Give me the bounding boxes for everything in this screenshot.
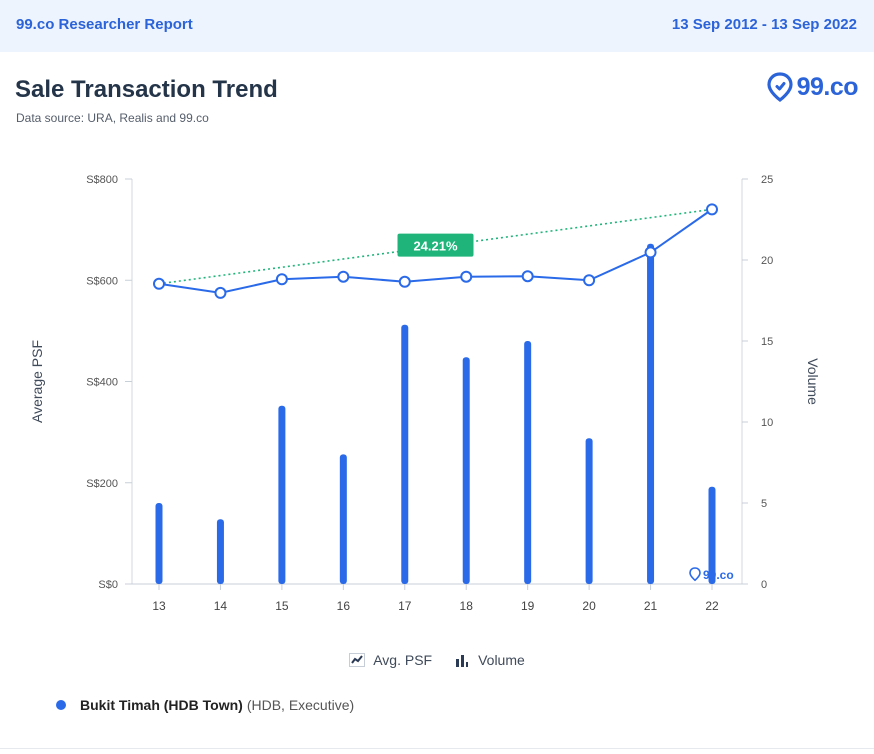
x-tick-label: 13 (152, 599, 166, 613)
legend-item-avg-psf[interactable]: Avg. PSF (349, 652, 432, 668)
location-pin-icon (766, 72, 793, 102)
y-axis-title-right: Volume (805, 358, 821, 405)
y-tick-label-right: 15 (761, 336, 773, 348)
avg-psf-point (398, 275, 411, 288)
volume-bar (585, 438, 593, 584)
x-tick-label: 19 (521, 599, 535, 613)
y-tick-label-left: S$200 (86, 478, 118, 490)
volume-bar (339, 454, 347, 584)
x-tick-label: 16 (337, 599, 351, 613)
volume-bar (155, 503, 163, 584)
header-bar: 99.co Researcher Report 13 Sep 2012 - 13… (0, 0, 874, 52)
avg-psf-point (214, 286, 227, 299)
legend-label-avg-psf: Avg. PSF (373, 652, 433, 668)
location-dot-icon (56, 700, 66, 710)
avg-psf-point (706, 203, 718, 216)
x-tick-label: 18 (460, 599, 474, 613)
avg-psf-point (460, 270, 473, 283)
avg-psf-point (153, 277, 165, 290)
volume-bar (524, 341, 532, 584)
volume-bar (401, 324, 409, 584)
y-tick-label-right: 0 (761, 579, 767, 591)
location-type: (HDB, Executive) (246, 697, 355, 713)
chart-legend: Avg. PSF Volume (0, 652, 874, 668)
y-tick-label-left: S$0 (98, 579, 118, 591)
legend-label-volume: Volume (478, 652, 525, 668)
brand-logo: 99.co (766, 72, 859, 102)
data-source: Data source: URA, Realis and 99.co (16, 111, 209, 125)
x-tick-label: 14 (214, 599, 228, 613)
location-name: Bukit Timah (HDB Town) (80, 697, 243, 713)
y-tick-label-right: 10 (761, 417, 773, 429)
avg-psf-point (644, 246, 657, 259)
x-tick-label: 15 (275, 599, 289, 613)
x-tick-label: 22 (705, 599, 719, 613)
line-chart-icon (349, 653, 366, 667)
x-tick-label: 21 (644, 599, 658, 613)
report-title: 99.co Researcher Report (16, 16, 193, 33)
avg-psf-point (521, 270, 534, 283)
volume-bar (647, 243, 655, 585)
x-tick-label: 20 (582, 599, 596, 613)
y-tick-label-left: S$400 (86, 377, 118, 389)
volume-bar (708, 486, 716, 584)
avg-psf-point (275, 273, 288, 286)
bottom-divider (0, 748, 874, 749)
chart-title: Sale Transaction Trend (15, 76, 278, 103)
y-tick-label-left: S$600 (86, 275, 118, 287)
avg-psf-line (158, 208, 713, 294)
avg-psf-point (337, 270, 350, 283)
legend-item-volume[interactable]: Volume (454, 652, 525, 668)
y-axis-title-left: Average PSF (29, 340, 45, 423)
volume-bar (278, 405, 286, 584)
sale-transaction-chart: S$0 S$200 S$400 S$600 S$800 0 5 10 15 20 25 Average… (29, 174, 821, 613)
volume-bar (216, 519, 224, 584)
change-badge (397, 233, 474, 257)
location-label: Bukit Timah (HDB Town) (HDB, Executive) (56, 697, 354, 713)
watermark-logo: 99.co (703, 568, 734, 582)
avg-psf-point (583, 274, 596, 287)
logo-text: 99.co (796, 72, 859, 101)
bar-chart-icon (456, 655, 469, 667)
y-tick-label-left: S$800 (86, 174, 118, 186)
change-badge-label: 24.21% (413, 239, 458, 254)
volume-bar (462, 357, 470, 584)
y-tick-label-right: 5 (761, 498, 767, 510)
y-tick-label-right: 25 (761, 174, 773, 186)
date-range: 13 Sep 2012 - 13 Sep 2022 (671, 16, 857, 33)
y-tick-label-right: 20 (761, 255, 773, 267)
watermark-pin-icon (689, 567, 701, 582)
x-tick-label: 17 (398, 599, 412, 613)
